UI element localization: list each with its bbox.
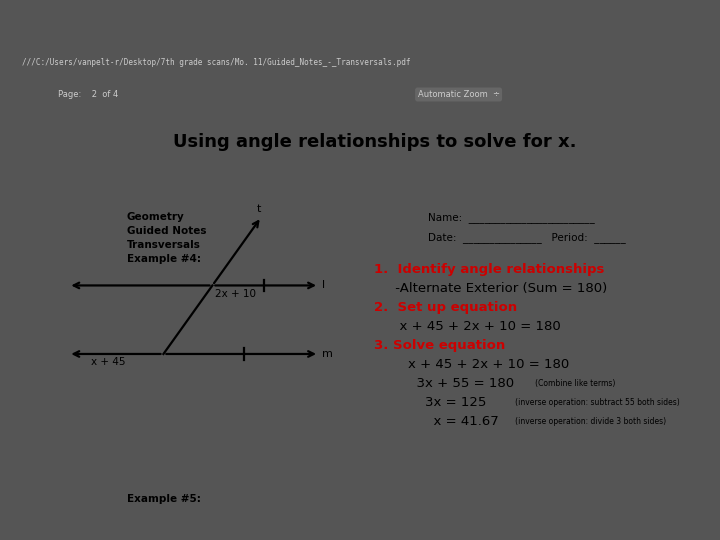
Text: 3. Solve equation: 3. Solve equation <box>374 339 505 352</box>
Text: Automatic Zoom  ÷: Automatic Zoom ÷ <box>418 90 500 99</box>
Text: 2x + 10: 2x + 10 <box>215 289 256 299</box>
Text: Example #4:: Example #4: <box>127 254 201 264</box>
Text: (inverse operation: divide 3 both sides): (inverse operation: divide 3 both sides) <box>508 416 667 426</box>
Text: x + 45: x + 45 <box>91 356 126 367</box>
Text: l: l <box>322 280 325 291</box>
Text: Date:  _______________   Period:  ______: Date: _______________ Period: ______ <box>428 233 626 244</box>
Text: Page:    2  of 4: Page: 2 of 4 <box>58 90 118 99</box>
Text: x + 45 + 2x + 10 = 180: x + 45 + 2x + 10 = 180 <box>374 357 570 370</box>
Text: m: m <box>322 349 333 359</box>
Text: t: t <box>257 204 261 214</box>
Text: 3x = 125: 3x = 125 <box>374 396 487 409</box>
Text: x = 41.67: x = 41.67 <box>374 415 499 428</box>
Text: ///C:/Users/vanpelt-r/Desktop/7th grade scans/Mo. 11/Guided_Notes_-_Transversals: ///C:/Users/vanpelt-r/Desktop/7th grade … <box>22 58 410 66</box>
Text: Transversals: Transversals <box>127 240 201 250</box>
Text: Name:  ________________________: Name: ________________________ <box>428 212 595 222</box>
Text: Example #5:: Example #5: <box>127 494 201 504</box>
Text: 3x + 55 = 180: 3x + 55 = 180 <box>374 376 515 389</box>
Text: 1.  Identify angle relationships: 1. Identify angle relationships <box>374 262 605 275</box>
Text: (Combine like terms): (Combine like terms) <box>528 379 616 388</box>
Text: Using angle relationships to solve for x.: Using angle relationships to solve for x… <box>173 133 576 151</box>
Text: x + 45 + 2x + 10 = 180: x + 45 + 2x + 10 = 180 <box>374 320 561 333</box>
Text: Geometry: Geometry <box>127 212 184 222</box>
Text: -Alternate Exterior (Sum = 180): -Alternate Exterior (Sum = 180) <box>374 281 608 294</box>
Text: (inverse operation: subtract 55 both sides): (inverse operation: subtract 55 both sid… <box>508 397 680 407</box>
Text: Guided Notes: Guided Notes <box>127 226 206 236</box>
Text: 2.  Set up equation: 2. Set up equation <box>374 301 518 314</box>
